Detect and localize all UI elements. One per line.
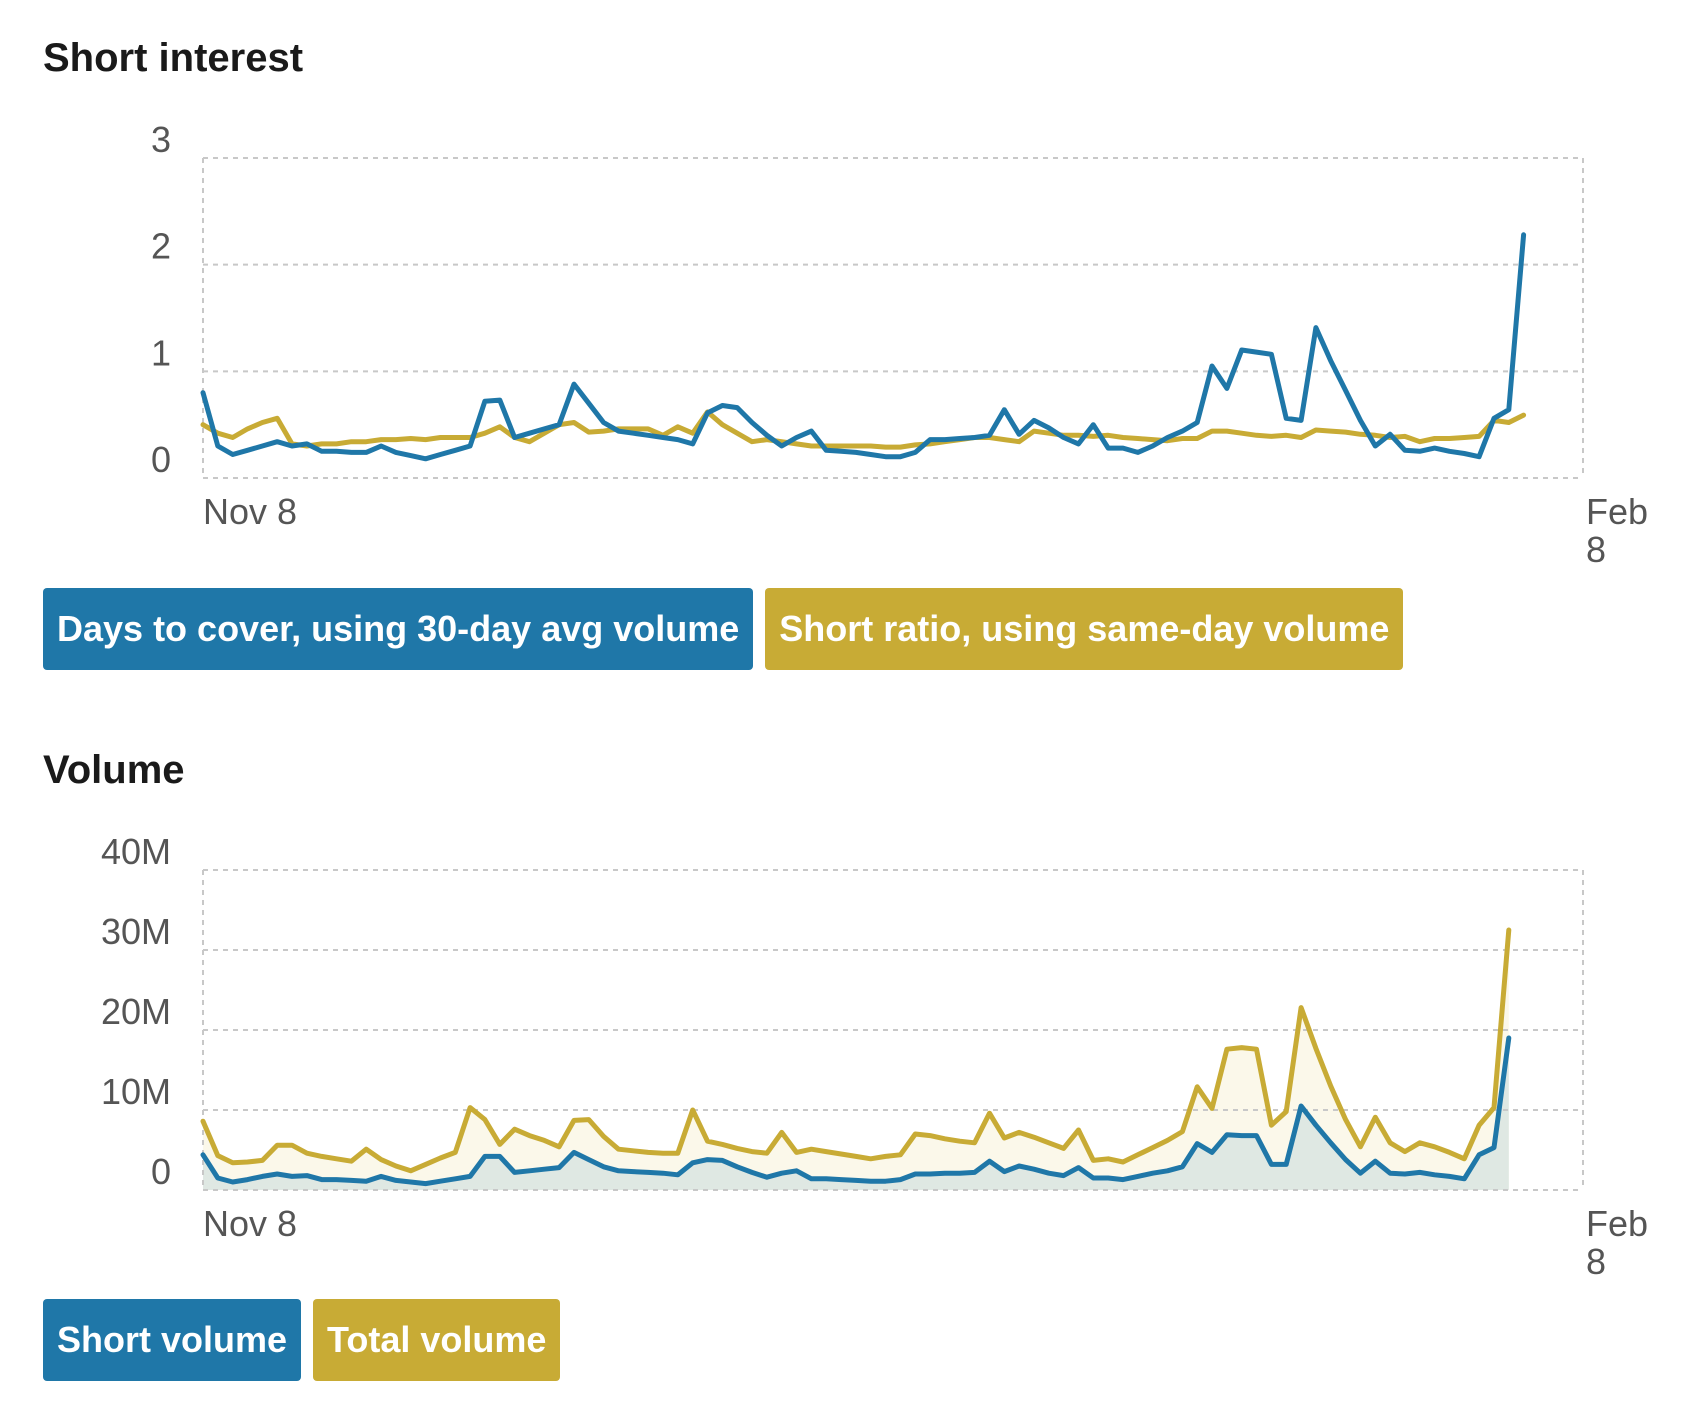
legend-days-to-cover-button[interactable]: Days to cover, using 30-day avg volume <box>43 588 754 670</box>
volume-legend: Short volume Total volume <box>43 1299 561 1381</box>
volume-y-ticks: 0 10M 20M 30M 40M <box>101 831 171 1192</box>
y-tick-label: 30M <box>101 911 171 952</box>
total-volume-line <box>200 927 1512 1174</box>
x-tick-label: Nov 8 <box>203 1203 297 1244</box>
short-interest-series <box>200 232 1527 462</box>
volume-series <box>200 927 1512 1187</box>
legend-total-volume-button[interactable]: Total volume <box>313 1299 561 1381</box>
y-tick-label: 3 <box>151 119 171 160</box>
volume-x-ticks: Nov 8 Feb 8 <box>203 1203 1648 1282</box>
volume-chart: 0 10M 20M 30M 40M Nov 8 Feb 8 <box>101 831 1648 1282</box>
y-tick-label: 2 <box>151 226 171 267</box>
y-tick-label: 0 <box>151 1151 171 1192</box>
legend-short-ratio-button[interactable]: Short ratio, using same-day volume <box>765 588 1404 670</box>
short-interest-grid <box>202 157 1584 479</box>
volume-title: Volume <box>43 748 185 792</box>
days-to-cover-using-30-day-avg-volume-line <box>200 232 1527 462</box>
short-interest-x-ticks: Nov 8 Feb 8 <box>203 491 1648 570</box>
volume-grid <box>202 869 1584 1191</box>
x-tick-label: Feb 8 <box>1586 491 1648 570</box>
short-volume-area <box>203 1038 1509 1190</box>
short-interest-y-ticks: 0 1 2 3 <box>151 119 171 480</box>
legend-short-volume-button[interactable]: Short volume <box>43 1299 302 1381</box>
y-tick-label: 1 <box>151 332 171 373</box>
y-tick-label: 20M <box>101 991 171 1032</box>
short-volume-line <box>200 1035 1512 1187</box>
y-tick-label: 0 <box>151 439 171 480</box>
short-interest-title: Short interest <box>43 36 304 80</box>
y-tick-label: 10M <box>101 1071 171 1112</box>
short-ratio-using-same-day-volume-line <box>200 409 1527 450</box>
x-tick-label: Feb 8 <box>1586 1203 1648 1282</box>
y-tick-label: 40M <box>101 831 171 872</box>
x-tick-label: Nov 8 <box>203 491 297 532</box>
volume-areas <box>203 930 1509 1190</box>
short-interest-chart: 0 1 2 3 Nov 8 Feb 8 <box>151 119 1648 570</box>
short-interest-legend: Days to cover, using 30-day avg volume S… <box>43 588 1404 670</box>
